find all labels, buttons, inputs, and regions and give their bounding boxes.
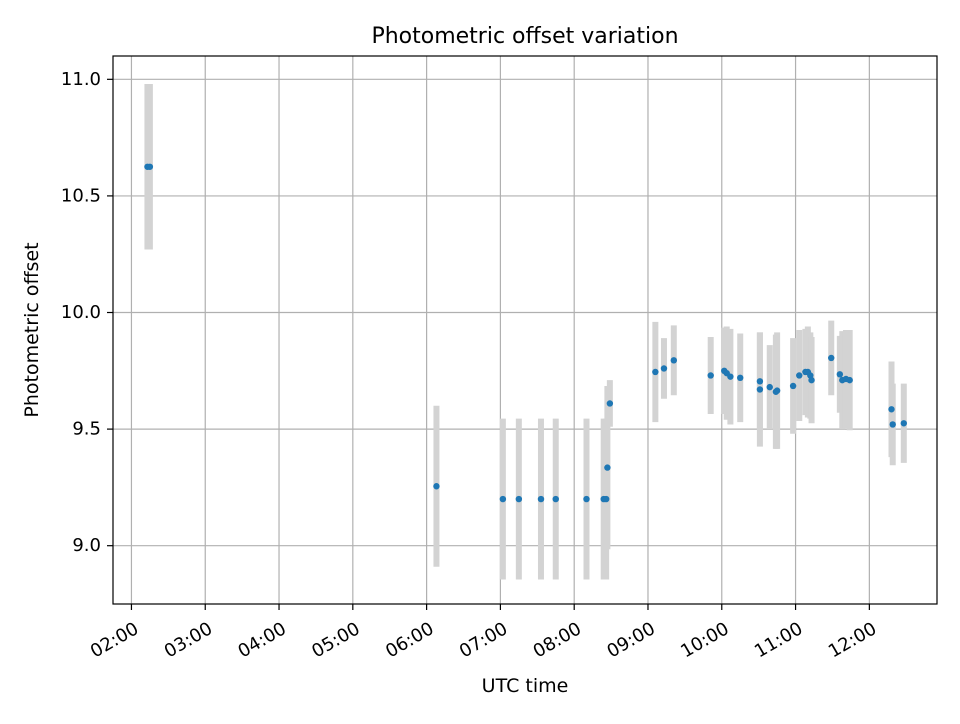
plot-frame <box>112 55 938 605</box>
y-tick-label: 11.0 <box>61 69 101 90</box>
data-point <box>789 382 797 390</box>
data-point <box>727 373 734 380</box>
data-point <box>737 374 744 382</box>
data-point <box>499 495 507 503</box>
data-point <box>606 400 614 407</box>
y-axis-ticks: 9.0 9.5 10.0 10.5 11.0 <box>61 69 113 556</box>
y-tick-label: 9.5 <box>72 419 101 440</box>
data-point <box>846 376 853 384</box>
data-point <box>433 483 440 490</box>
data-point <box>652 368 659 376</box>
data-point <box>602 495 610 503</box>
data-point <box>796 372 803 379</box>
data-point <box>766 383 773 391</box>
data-points <box>144 163 907 503</box>
data-point <box>552 495 559 503</box>
grid <box>113 56 937 604</box>
data-point <box>515 495 523 503</box>
data-point <box>707 372 714 379</box>
data-point <box>836 371 844 378</box>
x-axis-label: UTC time <box>482 675 569 697</box>
data-point <box>756 378 764 385</box>
data-point <box>670 357 678 364</box>
data-point <box>773 387 781 394</box>
data-point <box>146 163 154 170</box>
data-point <box>583 495 590 503</box>
data-point <box>660 365 668 372</box>
data-point <box>888 406 895 413</box>
data-point <box>604 464 611 471</box>
y-tick-label: 10.5 <box>61 185 101 206</box>
y-tick-label: 10.0 <box>61 302 101 323</box>
y-tick-label: 9.0 <box>72 535 101 556</box>
data-point <box>537 495 545 503</box>
data-point <box>808 376 815 384</box>
data-point <box>828 354 835 362</box>
y-axis-label: Photometric offset <box>21 242 43 417</box>
data-point <box>756 386 764 393</box>
chart-title: Photometric offset variation <box>371 24 678 49</box>
data-point <box>900 420 907 427</box>
data-point <box>889 421 896 428</box>
